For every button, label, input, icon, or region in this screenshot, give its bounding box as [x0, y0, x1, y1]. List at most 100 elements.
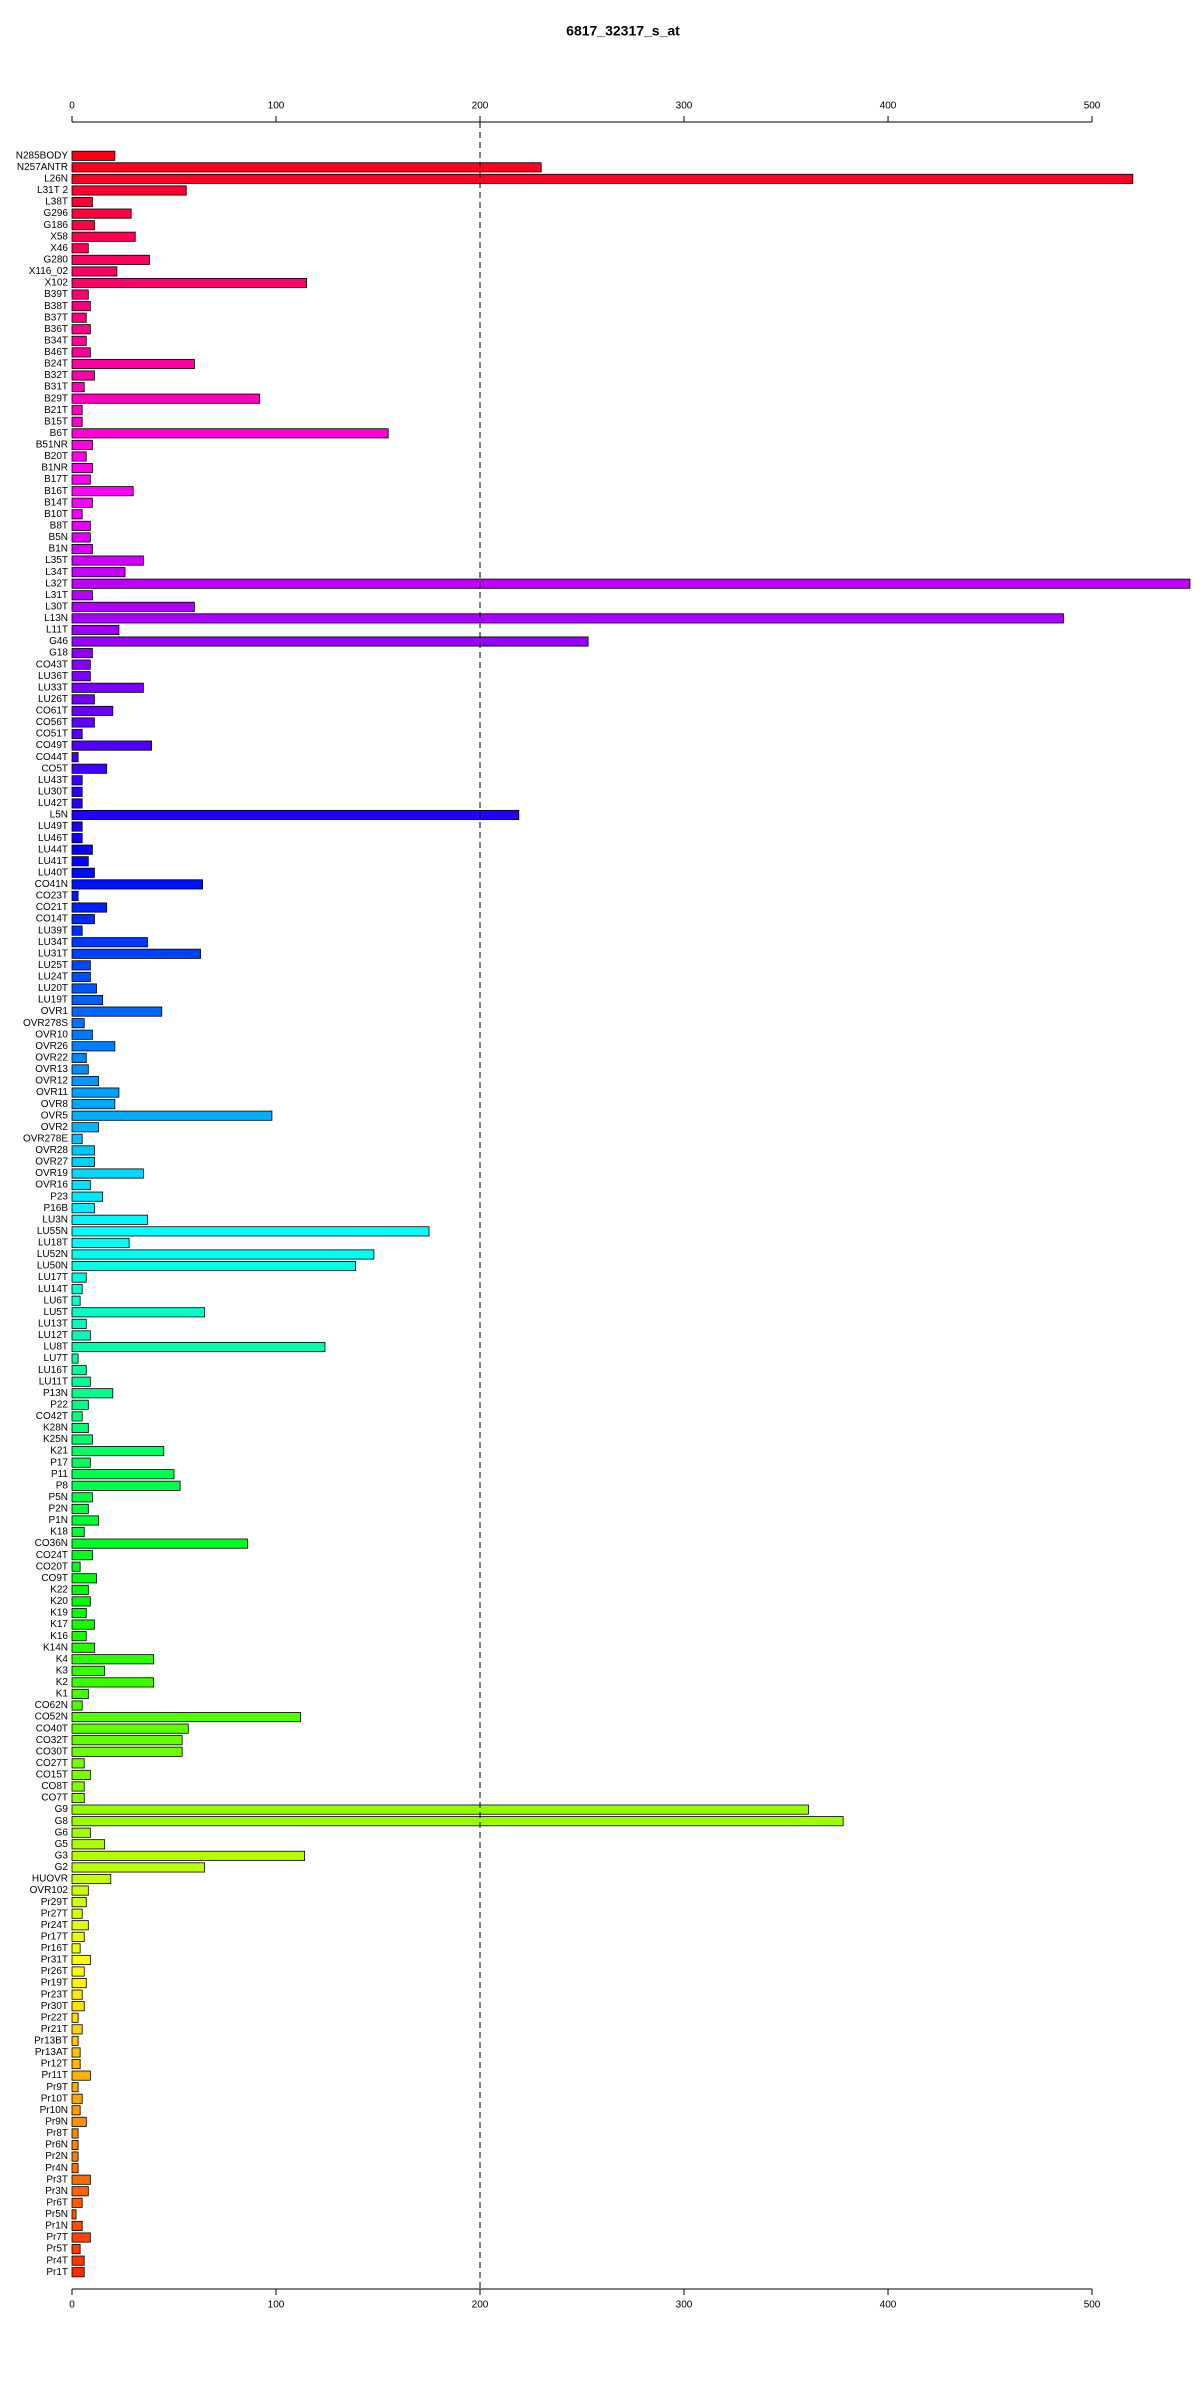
- y-tick-label: CO5T: [41, 763, 68, 774]
- bar: [71, 1804, 809, 1815]
- bar: [71, 1885, 89, 1896]
- bar: [71, 1191, 104, 1202]
- y-tick-label: CO20T: [36, 1561, 68, 1572]
- bar: [71, 2255, 85, 2266]
- y-tick-label: LU33T: [38, 682, 68, 693]
- y-tick-label: B34T: [44, 335, 68, 346]
- y-tick-label: P16B: [44, 1203, 69, 1214]
- bar: [71, 1237, 130, 1248]
- bar: [71, 1735, 183, 1746]
- y-tick-label: CO41N: [35, 879, 68, 890]
- y-tick-label: LU31T: [38, 948, 68, 959]
- y-tick-label: P8: [56, 1480, 69, 1491]
- bar: [71, 1839, 106, 1850]
- y-tick-label: Pr4T: [46, 2255, 68, 2266]
- bar: [71, 740, 152, 751]
- y-tick-label: G9: [55, 1804, 69, 1815]
- bar: [71, 405, 83, 416]
- bar: [71, 624, 120, 635]
- bar: [71, 1561, 81, 1572]
- y-tick-label: OVR16: [35, 1180, 68, 1191]
- bar: [71, 1365, 87, 1376]
- y-tick-label: LU3N: [42, 1214, 68, 1225]
- bar: [71, 1908, 83, 1919]
- bar: [71, 1330, 91, 1341]
- y-tick-label: Pr27T: [41, 1908, 68, 1919]
- bar: [71, 1156, 95, 1167]
- y-tick-label: OVR5: [41, 1110, 69, 1121]
- bar: [71, 1758, 85, 1769]
- bar: [71, 1700, 83, 1711]
- bar: [71, 1816, 844, 1827]
- bar: [71, 1422, 89, 1433]
- y-tick-label: B36T: [44, 324, 68, 335]
- bar: [71, 659, 91, 670]
- y-tick-label: G6: [55, 1827, 69, 1838]
- bar: [71, 358, 195, 369]
- x-tick-label: 200: [472, 101, 489, 112]
- y-tick-label: B37T: [44, 312, 68, 323]
- y-tick-label: CO30T: [36, 1746, 68, 1757]
- bar: [71, 1978, 87, 1989]
- bar: [71, 416, 83, 427]
- bar: [71, 1573, 97, 1584]
- bar: [71, 567, 126, 578]
- y-tick-label: LU26T: [38, 694, 68, 705]
- y-tick-label: LU34T: [38, 937, 68, 948]
- y-tick-label: LU12T: [38, 1330, 68, 1341]
- y-tick-label: LU16T: [38, 1365, 68, 1376]
- y-tick-label: OVR22: [35, 1053, 68, 1064]
- bar: [71, 532, 91, 543]
- bar: [71, 289, 89, 300]
- bar: [71, 243, 89, 254]
- y-tick-label: OVR13: [35, 1064, 68, 1075]
- bar: [71, 1087, 120, 1098]
- bar: [71, 1272, 87, 1283]
- y-tick-label: Pr30T: [41, 2001, 68, 2012]
- y-tick-label: K19: [50, 1608, 68, 1619]
- y-tick-label: G2: [55, 1862, 69, 1873]
- y-tick-label: LU13T: [38, 1319, 68, 1330]
- y-tick-label: L31T 2: [37, 185, 68, 196]
- y-tick-label: LU40T: [38, 867, 68, 878]
- bar: [71, 1954, 91, 1965]
- y-tick-label: CO61T: [36, 706, 68, 717]
- y-tick-label: Pr19T: [41, 1978, 68, 1989]
- y-tick-label: OVR2: [41, 1122, 69, 1133]
- y-tick-label: L31T: [45, 590, 68, 601]
- y-tick-label: B51NR: [36, 440, 68, 451]
- y-tick-label: K2: [56, 1677, 69, 1688]
- bar: [71, 2220, 83, 2231]
- y-tick-label: LU36T: [38, 671, 68, 682]
- y-tick-label: B8T: [50, 521, 68, 532]
- y-tick-label: LU8T: [44, 1342, 68, 1353]
- y-tick-label: CO14T: [36, 914, 68, 925]
- bar: [71, 509, 83, 520]
- bar: [71, 2151, 79, 2162]
- y-tick-label: Pr13AT: [35, 2047, 68, 2058]
- bar: [71, 856, 89, 867]
- x-tick-label: 500: [1084, 2300, 1101, 2311]
- y-tick-label: P2N: [49, 1504, 68, 1515]
- bar: [71, 1041, 116, 1052]
- bar: [71, 197, 93, 208]
- bar: [71, 1469, 175, 1480]
- bar: [71, 671, 91, 682]
- bar: [71, 370, 95, 381]
- y-tick-label: K17: [50, 1619, 68, 1630]
- bar: [71, 486, 134, 497]
- bar: [71, 324, 91, 335]
- y-tick-label: OVR1: [41, 1006, 69, 1017]
- bar: [71, 1943, 81, 1954]
- bar: [71, 2244, 81, 2255]
- y-tick-label: OVR278E: [23, 1133, 68, 1144]
- bar: [71, 1746, 183, 1757]
- y-tick-label: L13N: [44, 613, 68, 624]
- y-tick-label: P1N: [49, 1515, 68, 1526]
- bar: [71, 578, 1191, 589]
- y-tick-label: P17: [50, 1457, 68, 1468]
- y-tick-label: X58: [50, 231, 68, 242]
- chart-title: 6817_32317_s_at: [566, 23, 680, 39]
- bar: [71, 162, 542, 173]
